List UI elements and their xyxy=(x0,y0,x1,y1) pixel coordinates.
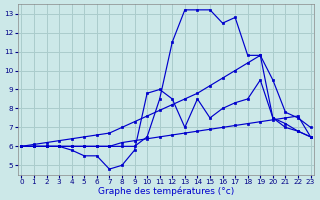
X-axis label: Graphe des températures (°c): Graphe des températures (°c) xyxy=(98,186,234,196)
